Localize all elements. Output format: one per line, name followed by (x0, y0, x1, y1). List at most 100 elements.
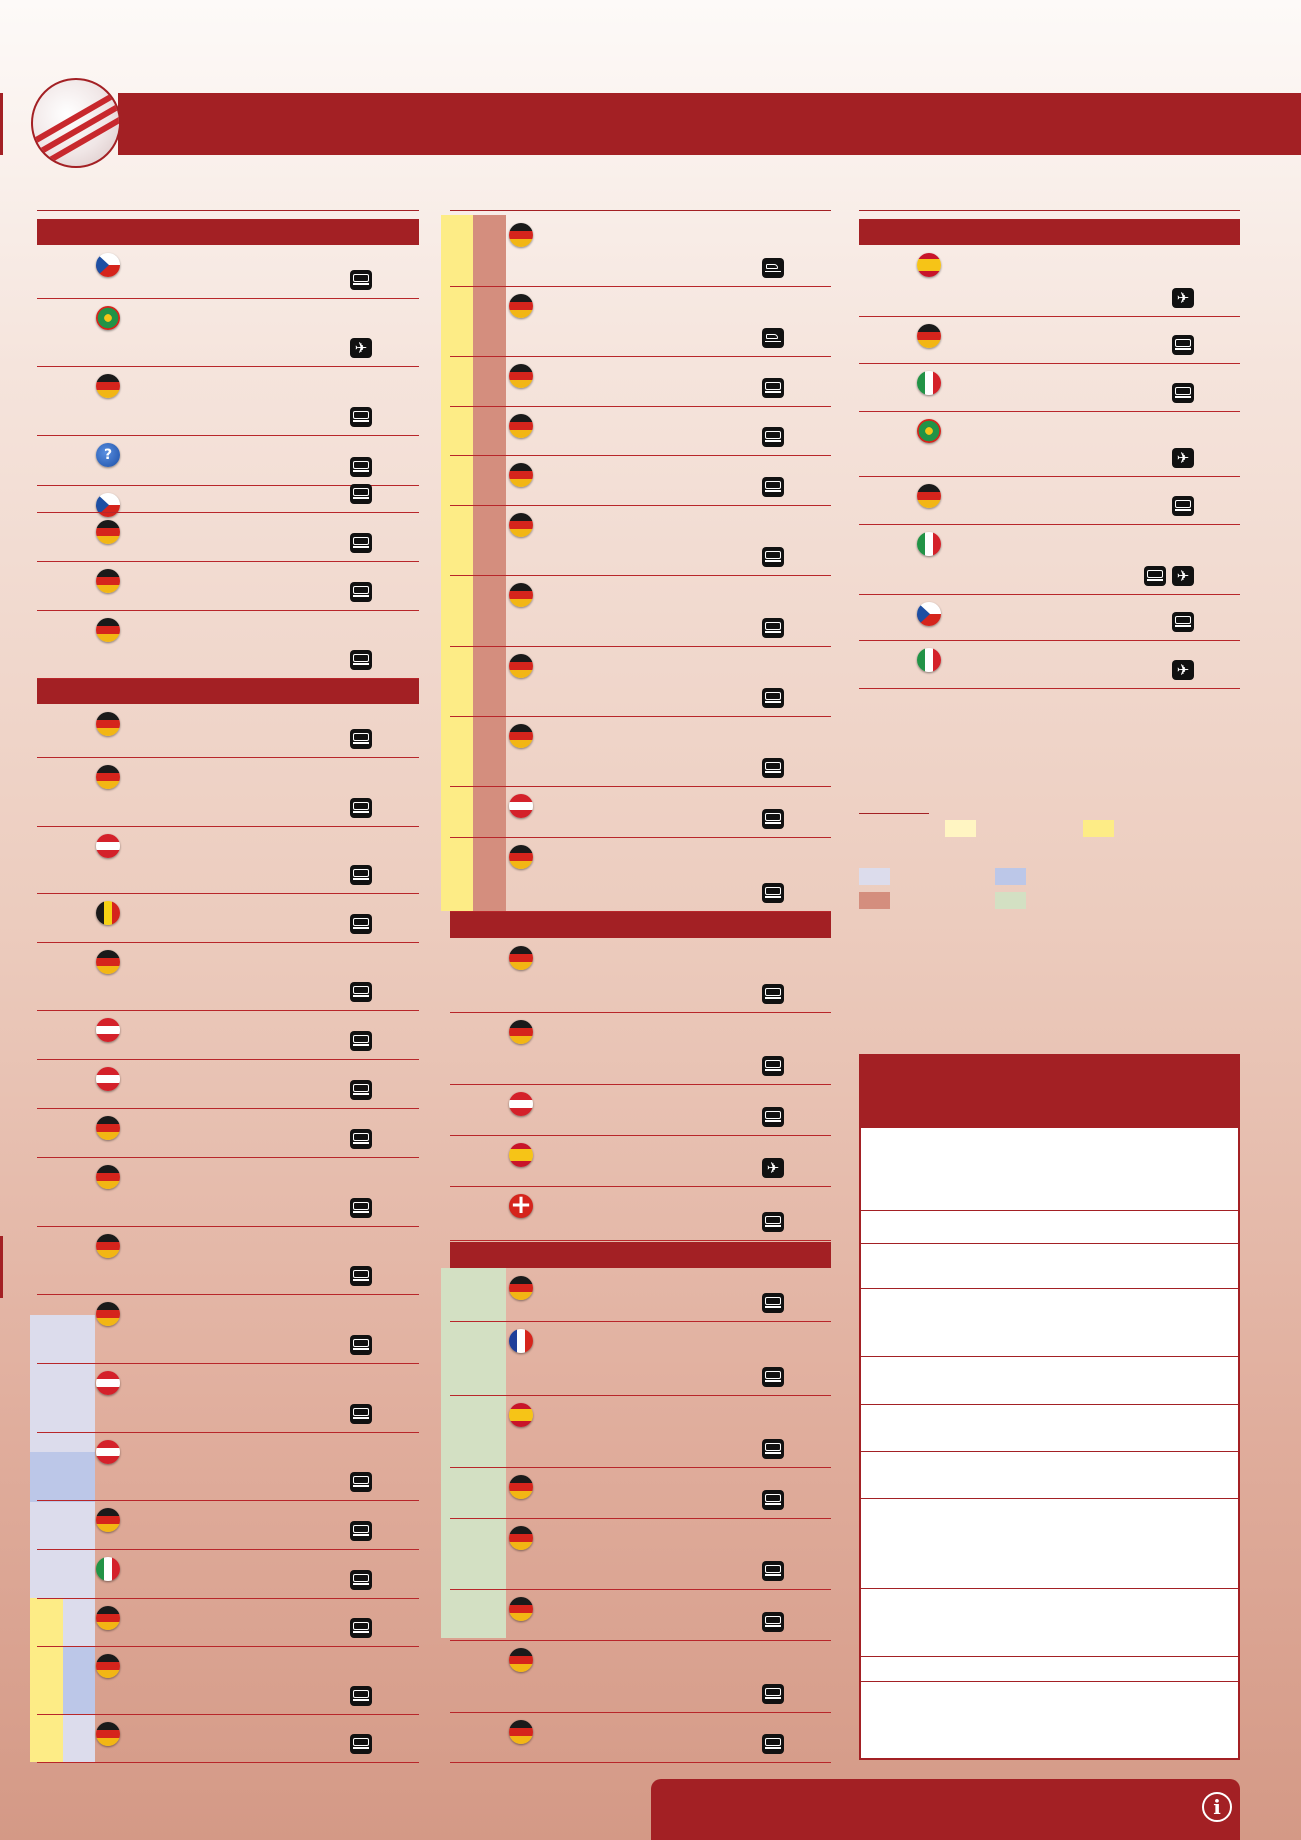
bus-icon (350, 914, 372, 934)
flag-unk-icon: ? (96, 443, 120, 467)
flag-de-icon (509, 414, 533, 438)
flag-es-icon (509, 1143, 533, 1167)
row-divider (450, 837, 831, 838)
row-divider (37, 1714, 419, 1715)
bus-icon (762, 1056, 784, 1076)
info-icon[interactable]: i (1202, 1792, 1232, 1822)
bus-icon (762, 1490, 784, 1510)
highlight-band (473, 215, 506, 911)
row-divider (859, 640, 1240, 641)
row-divider (859, 411, 1240, 412)
row-divider (37, 485, 419, 486)
row-divider (450, 505, 831, 506)
row-divider (37, 757, 419, 758)
row-divider (37, 826, 419, 827)
flag-de-icon (509, 223, 533, 247)
flag-be-icon (96, 901, 120, 925)
legend-swatch-light-yellow (945, 820, 976, 837)
row-divider (450, 1395, 831, 1396)
flag-cz-icon (917, 602, 941, 626)
row-divider (859, 594, 1240, 595)
flag-de-icon (96, 1234, 120, 1258)
flag-it-icon (917, 371, 941, 395)
flag-de-icon (96, 1302, 120, 1326)
bus-icon (350, 1198, 372, 1218)
row-divider (450, 1321, 831, 1322)
flag-de-icon (96, 1508, 120, 1532)
row-divider (37, 561, 419, 562)
legend-swatch-pale-blue (859, 868, 890, 885)
flag-de-icon (509, 583, 533, 607)
info-table-row-divider (861, 1404, 1238, 1405)
row-divider (450, 1012, 831, 1013)
row-divider (450, 1518, 831, 1519)
flag-at-icon (96, 834, 120, 858)
bus-icon (762, 427, 784, 447)
legend-swatch-green (995, 892, 1026, 909)
bus-icon (350, 270, 372, 290)
flag-de-icon (96, 618, 120, 642)
flag-de-icon (509, 1475, 533, 1499)
row-divider (450, 646, 831, 647)
bus-icon (350, 1129, 372, 1149)
bus-icon (350, 582, 372, 602)
row-divider (450, 455, 831, 456)
row-divider (450, 1762, 831, 1763)
flag-ch-icon (509, 1194, 533, 1218)
row-divider (450, 1589, 831, 1590)
row-divider (37, 1226, 419, 1227)
bus-icon (350, 650, 372, 670)
info-table (859, 1054, 1240, 1760)
bus-icon (762, 1107, 784, 1127)
bus-icon (350, 457, 372, 477)
flag-de-icon (509, 845, 533, 869)
info-table-row-divider (861, 1656, 1238, 1657)
bus-icon (762, 378, 784, 398)
row-divider (37, 1059, 419, 1060)
flag-de-icon (509, 1526, 533, 1550)
bus-icon (762, 1212, 784, 1232)
row-divider (450, 575, 831, 576)
logo (31, 78, 121, 168)
bus-icon (762, 1561, 784, 1581)
plane-icon (762, 1158, 784, 1178)
row-divider (37, 435, 419, 436)
bus-icon (762, 547, 784, 567)
flag-it-icon (917, 532, 941, 556)
flag-cz-icon (96, 493, 120, 517)
plane-icon (1172, 288, 1194, 308)
bus-icon (762, 1439, 784, 1459)
flag-pt-icon (96, 306, 120, 330)
plane-icon (1172, 448, 1194, 468)
flag-de-icon (509, 364, 533, 388)
bus-icon (1172, 496, 1194, 516)
row-divider (450, 911, 831, 912)
highlight-band (63, 1714, 95, 1762)
highlight-band (63, 1646, 95, 1714)
section-header (450, 1242, 831, 1268)
flag-de-icon (96, 520, 120, 544)
flag-de-icon (509, 294, 533, 318)
flag-it-icon (96, 1557, 120, 1581)
bus-icon (762, 477, 784, 497)
flag-de-icon (96, 1654, 120, 1678)
info-table-row-divider (861, 1588, 1238, 1589)
title-banner (118, 93, 1301, 155)
row-divider (859, 688, 1240, 689)
bus-icon (1172, 383, 1194, 403)
bus-icon (762, 618, 784, 638)
row-divider (859, 524, 1240, 525)
row-divider (37, 678, 419, 679)
bus-icon (762, 688, 784, 708)
legend-swatch-mid-blue (995, 868, 1026, 885)
legend-swatch-yellow (1083, 820, 1114, 837)
flag-at-icon (96, 1018, 120, 1042)
column-rule (450, 210, 831, 211)
ship-icon (762, 258, 784, 278)
bus-icon (762, 809, 784, 829)
flag-de-icon (509, 1276, 533, 1300)
bus-icon (350, 533, 372, 553)
row-divider (450, 1467, 831, 1468)
flag-de-icon (509, 1597, 533, 1621)
row-divider (450, 716, 831, 717)
